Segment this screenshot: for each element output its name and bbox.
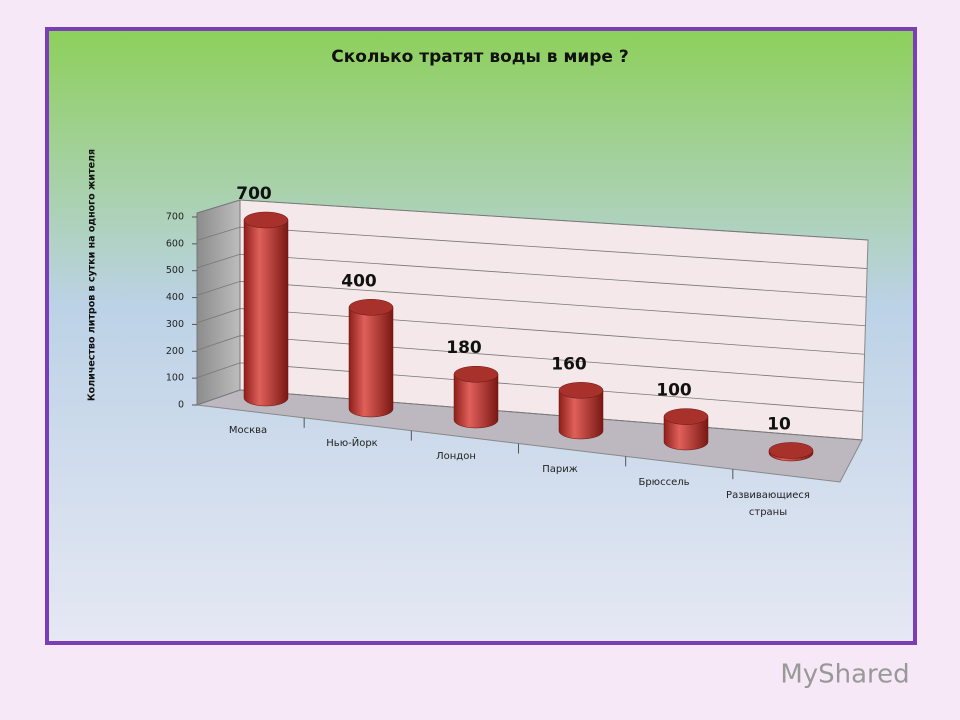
y-tick-label: 700: [166, 212, 184, 223]
grid-line: [196, 226, 868, 269]
y-tick-label: 200: [166, 346, 184, 357]
y-tick-label: 100: [166, 373, 184, 384]
grid-line: [196, 281, 866, 327]
bar: [453, 373, 499, 429]
value-label: 400: [341, 271, 377, 291]
bar-top: [348, 299, 394, 316]
grid-line: [196, 389, 863, 441]
y-axis-label: Количество литров в сутки на одного жите…: [87, 149, 98, 401]
x-tick-label: Лондон: [436, 451, 476, 462]
grid-line: [196, 362, 863, 412]
bar: [348, 307, 394, 418]
y-tick-label: 400: [166, 292, 184, 303]
x-tick-label: Нью-Йорк: [326, 436, 377, 449]
bar-top: [663, 408, 709, 425]
grid-line: [196, 335, 864, 384]
value-label: 700: [236, 184, 272, 204]
bar: [558, 390, 604, 440]
x-tick-label: Париж: [542, 464, 578, 475]
watermark: MyShared: [780, 660, 909, 690]
bar: [663, 416, 709, 451]
value-label: 180: [446, 338, 482, 358]
y-tick-label: 0: [178, 400, 184, 411]
y-tick-label: 300: [166, 319, 184, 330]
value-label: 10: [767, 414, 791, 434]
y-tick-label: 600: [166, 238, 184, 249]
bar-top: [768, 442, 814, 459]
chart-title: Сколько тратят воды в мире ?: [331, 47, 628, 67]
x-tick-label: Москва: [229, 425, 267, 436]
bar: [243, 219, 289, 407]
grid-line: [196, 253, 867, 298]
value-label: 160: [551, 354, 587, 374]
x-tick-label: Развивающиеся страны: [726, 490, 810, 518]
value-label: 100: [656, 381, 692, 401]
bar-top: [453, 365, 499, 383]
grid-line: [196, 199, 869, 241]
bar-top: [558, 382, 604, 399]
y-tick-label: 500: [166, 265, 184, 276]
x-tick-label: Брюссель: [638, 477, 689, 488]
side-wall: [196, 199, 241, 406]
grid-line: [196, 308, 865, 355]
bar-top: [243, 211, 289, 229]
